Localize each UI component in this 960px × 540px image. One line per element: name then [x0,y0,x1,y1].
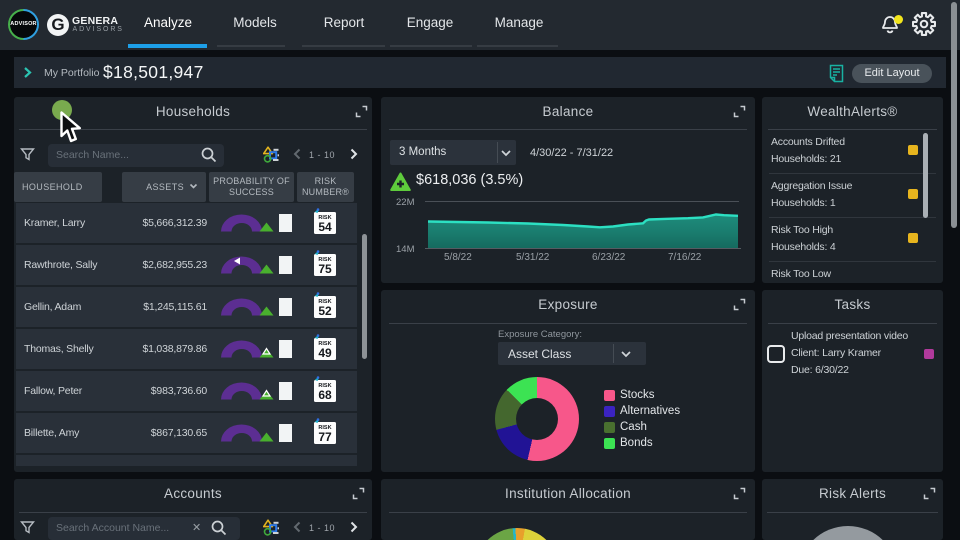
svg-text:RISK: RISK [318,215,331,221]
svg-text:52: 52 [318,304,332,318]
svg-text:RISK: RISK [318,299,331,305]
svg-text:RISK: RISK [318,341,331,347]
svg-text:RISK: RISK [318,383,331,389]
svg-text:77: 77 [318,430,332,444]
svg-text:RISK: RISK [318,425,331,431]
svg-text:75: 75 [318,262,332,276]
svg-text:68: 68 [318,388,332,402]
svg-text:54: 54 [318,220,332,234]
svg-text:49: 49 [318,346,332,360]
svg-text:RISK: RISK [318,257,331,263]
